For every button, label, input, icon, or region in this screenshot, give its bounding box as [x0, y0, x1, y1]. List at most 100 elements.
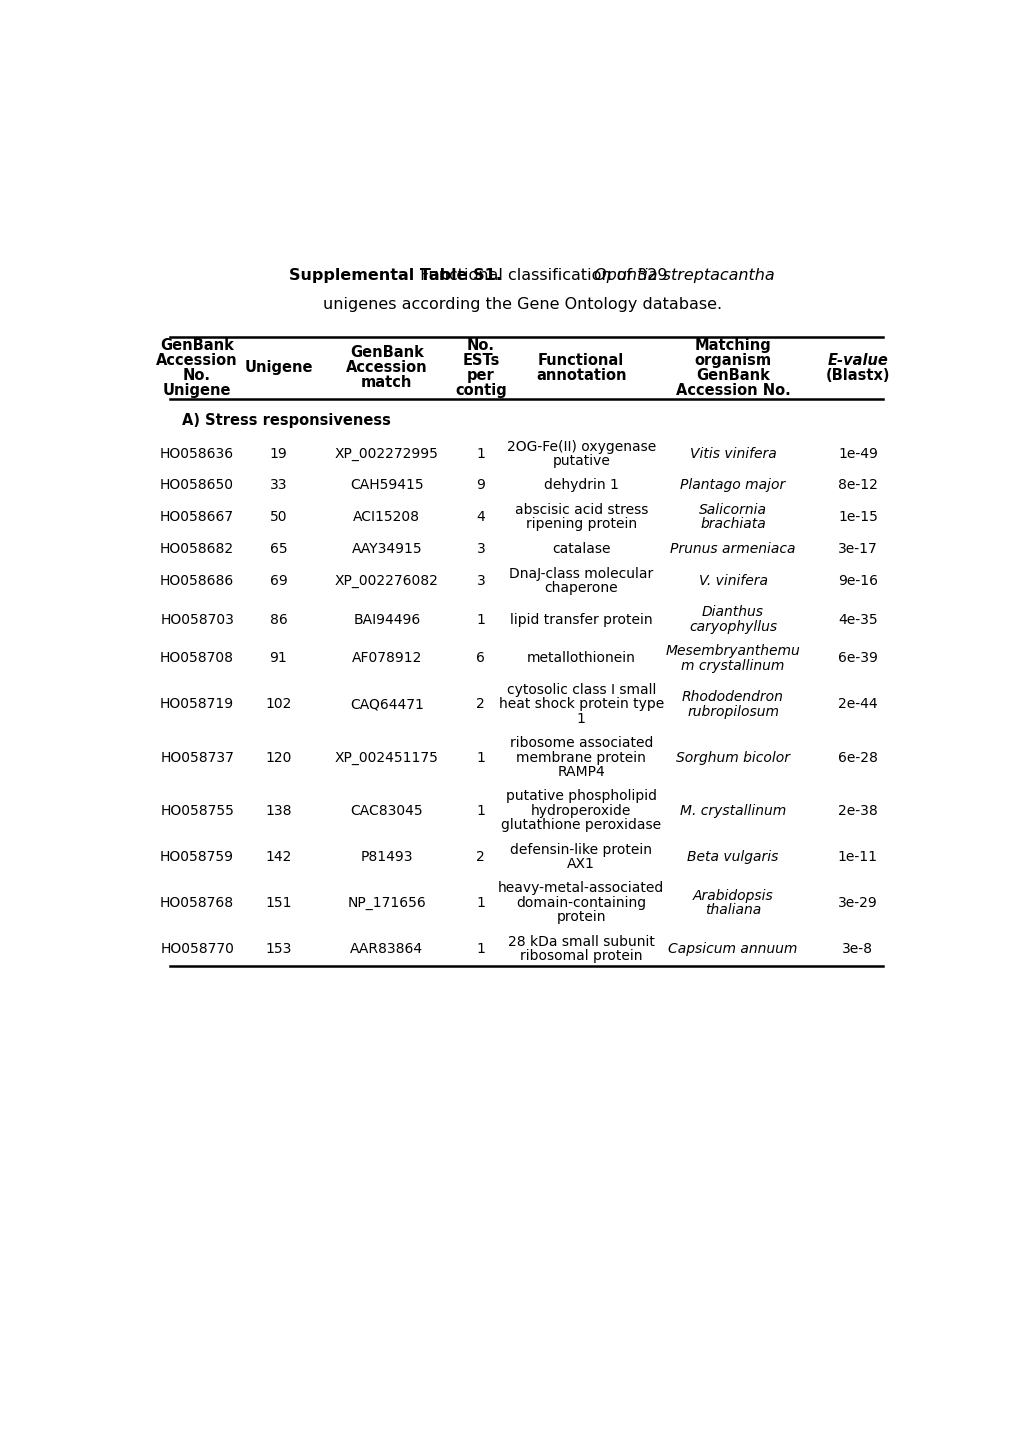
Text: ribosomal protein: ribosomal protein — [520, 949, 642, 962]
Text: 19: 19 — [269, 447, 287, 460]
Text: V. vinifera: V. vinifera — [698, 574, 766, 587]
Text: m crystallinum: m crystallinum — [681, 658, 784, 672]
Text: 50: 50 — [269, 511, 287, 524]
Text: organism: organism — [694, 354, 770, 368]
Text: HO058708: HO058708 — [160, 651, 233, 665]
Text: per: per — [467, 368, 494, 382]
Text: Plantago major: Plantago major — [680, 479, 785, 492]
Text: 1: 1 — [476, 613, 485, 626]
Text: caryophyllus: caryophyllus — [688, 619, 776, 633]
Text: Opuntia streptacantha: Opuntia streptacantha — [594, 268, 774, 283]
Text: HO058682: HO058682 — [160, 543, 234, 556]
Text: No.: No. — [182, 368, 211, 382]
Text: Unigene: Unigene — [163, 382, 231, 398]
Text: P81493: P81493 — [360, 850, 413, 864]
Text: HO058719: HO058719 — [160, 697, 234, 711]
Text: 3: 3 — [476, 543, 485, 556]
Text: Salicornia: Salicornia — [698, 504, 766, 517]
Text: 2e-38: 2e-38 — [838, 804, 877, 818]
Text: XP_002276082: XP_002276082 — [334, 574, 438, 587]
Text: 1: 1 — [476, 942, 485, 955]
Text: heat shock protein type: heat shock protein type — [498, 697, 663, 711]
Text: chaperone: chaperone — [544, 580, 618, 595]
Text: 102: 102 — [265, 697, 291, 711]
Text: M. crystallinum: M. crystallinum — [680, 804, 786, 818]
Text: CAC83045: CAC83045 — [351, 804, 423, 818]
Text: putative: putative — [551, 453, 609, 468]
Text: HO058636: HO058636 — [160, 447, 234, 460]
Text: 3e-29: 3e-29 — [838, 896, 877, 909]
Text: 153: 153 — [265, 942, 291, 955]
Text: HO058703: HO058703 — [160, 613, 233, 626]
Text: dehydrin 1: dehydrin 1 — [543, 479, 619, 492]
Text: Prunus armeniaca: Prunus armeniaca — [669, 543, 795, 556]
Text: Accession: Accession — [156, 354, 237, 368]
Text: 4: 4 — [476, 511, 485, 524]
Text: abscisic acid stress: abscisic acid stress — [514, 504, 647, 517]
Text: Rhododendron: Rhododendron — [682, 690, 784, 704]
Text: DnaJ-class molecular: DnaJ-class molecular — [508, 567, 653, 580]
Text: rubropilosum: rubropilosum — [687, 704, 779, 719]
Text: 6: 6 — [476, 651, 485, 665]
Text: 8e-12: 8e-12 — [838, 479, 877, 492]
Text: Vitis vinifera: Vitis vinifera — [689, 447, 775, 460]
Text: 6e-39: 6e-39 — [838, 651, 877, 665]
Text: 69: 69 — [269, 574, 287, 587]
Text: 1: 1 — [476, 750, 485, 765]
Text: membrane protein: membrane protein — [516, 750, 646, 765]
Text: BAI94496: BAI94496 — [353, 613, 420, 626]
Text: 142: 142 — [265, 850, 291, 864]
Text: Arabidopsis: Arabidopsis — [692, 889, 772, 903]
Text: HO058737: HO058737 — [160, 750, 233, 765]
Text: catalase: catalase — [551, 543, 610, 556]
Text: Functional classification of 329: Functional classification of 329 — [415, 268, 672, 283]
Text: HO058759: HO058759 — [160, 850, 233, 864]
Text: AAR83864: AAR83864 — [350, 942, 423, 955]
Text: GenBank: GenBank — [695, 368, 769, 382]
Text: glutathione peroxidase: glutathione peroxidase — [500, 818, 660, 833]
Text: unigenes according the Gene Ontology database.: unigenes according the Gene Ontology dat… — [323, 297, 721, 312]
Text: Supplemental Table S1.: Supplemental Table S1. — [288, 268, 501, 283]
Text: GenBank: GenBank — [350, 345, 423, 361]
Text: match: match — [361, 375, 412, 391]
Text: CAH59415: CAH59415 — [350, 479, 423, 492]
Text: HO058770: HO058770 — [160, 942, 233, 955]
Text: (Blastx): (Blastx) — [824, 368, 890, 382]
Text: 1: 1 — [576, 711, 585, 726]
Text: AAY34915: AAY34915 — [352, 543, 422, 556]
Text: brachiata: brachiata — [699, 517, 765, 531]
Text: 4e-35: 4e-35 — [838, 613, 877, 626]
Text: 151: 151 — [265, 896, 291, 909]
Text: HO058667: HO058667 — [160, 511, 234, 524]
Text: HO058650: HO058650 — [160, 479, 233, 492]
Text: contig: contig — [454, 382, 506, 398]
Text: Unigene: Unigene — [244, 361, 313, 375]
Text: Dianthus: Dianthus — [701, 606, 763, 619]
Text: Matching: Matching — [694, 338, 770, 354]
Text: cytosolic class I small: cytosolic class I small — [506, 683, 655, 697]
Text: 1e-49: 1e-49 — [838, 447, 877, 460]
Text: 9e-16: 9e-16 — [837, 574, 877, 587]
Text: 65: 65 — [269, 543, 287, 556]
Text: metallothionein: metallothionein — [526, 651, 635, 665]
Text: ACI15208: ACI15208 — [353, 511, 420, 524]
Text: A) Stress responsiveness: A) Stress responsiveness — [181, 413, 390, 427]
Text: thaliana: thaliana — [704, 903, 760, 916]
Text: HO058686: HO058686 — [160, 574, 234, 587]
Text: lipid transfer protein: lipid transfer protein — [510, 613, 652, 626]
Text: 138: 138 — [265, 804, 291, 818]
Text: 3e-17: 3e-17 — [838, 543, 877, 556]
Text: 1: 1 — [476, 896, 485, 909]
Text: HO058755: HO058755 — [160, 804, 233, 818]
Text: 1e-15: 1e-15 — [838, 511, 877, 524]
Text: Accession No.: Accession No. — [675, 382, 790, 398]
Text: 33: 33 — [269, 479, 287, 492]
Text: hydroperoxide: hydroperoxide — [531, 804, 631, 818]
Text: defensin-like protein: defensin-like protein — [510, 843, 651, 857]
Text: 6e-28: 6e-28 — [838, 750, 877, 765]
Text: GenBank: GenBank — [160, 338, 233, 354]
Text: 86: 86 — [269, 613, 287, 626]
Text: annotation: annotation — [535, 368, 626, 382]
Text: ribosome associated: ribosome associated — [510, 736, 652, 750]
Text: putative phospholipid: putative phospholipid — [505, 789, 656, 804]
